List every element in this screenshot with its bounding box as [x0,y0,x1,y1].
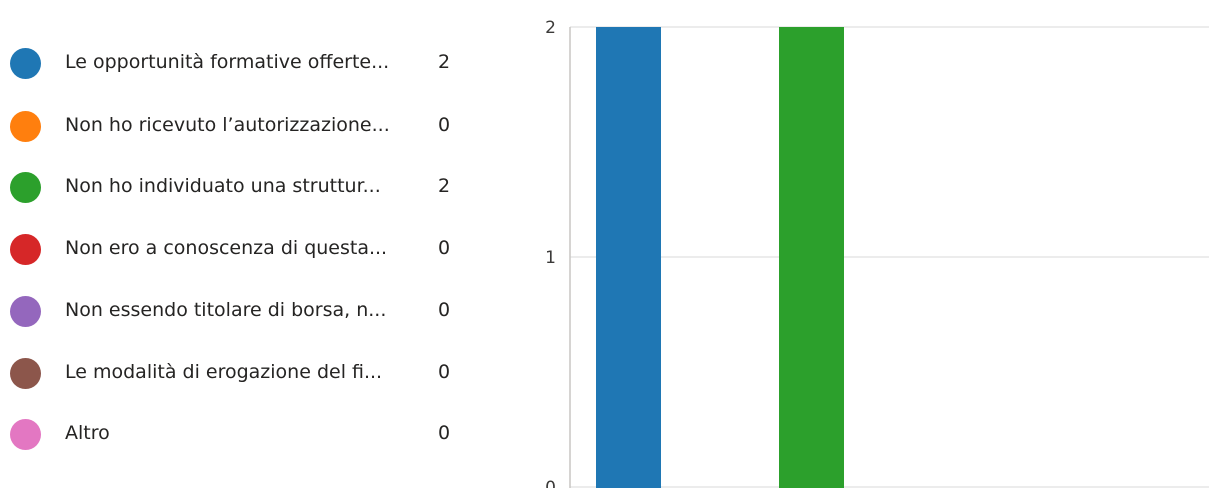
legend-item[interactable]: Le opportunità formative offerte... 2 [0,42,470,82]
legend-item-count: 2 [438,51,451,73]
legend-color-dot [10,172,41,203]
legend-color-dot [10,296,41,327]
legend-item[interactable]: Non ero a conoscenza di questa... 0 [0,228,470,268]
y-tick-label: 2 [545,18,556,38]
legend-color-dot [10,111,41,142]
legend-item-label: Non essendo titolare di borsa, n... [65,299,387,321]
chart-legend: Le opportunità formative offerte... 2 No… [0,0,480,488]
y-tick-label: 0 [545,478,556,488]
legend-item-count: 2 [438,175,451,197]
legend-item-label: Non ho ricevuto l’autorizzazione... [65,114,390,136]
legend-item-label: Le opportunità formative offerte... [65,51,390,73]
legend-color-dot [10,234,41,265]
bar[interactable] [779,27,844,488]
legend-item-count: 0 [438,114,451,136]
legend-item-label: Non ho individuato una struttur... [65,175,381,197]
legend-item[interactable]: Non ho individuato una struttur... 2 [0,166,470,206]
legend-item-count: 0 [438,361,451,383]
bar[interactable] [596,27,661,488]
legend-item[interactable]: Altro 0 [0,413,470,453]
y-tick-label: 1 [545,248,556,268]
legend-item-count: 0 [438,299,451,321]
legend-item[interactable]: Non essendo titolare di borsa, n... 0 [0,290,470,330]
legend-item-label: Le modalità di erogazione del fi... [65,361,383,383]
legend-item-label: Non ero a conoscenza di questa... [65,237,388,259]
legend-color-dot [10,358,41,389]
legend-item-count: 0 [438,237,451,259]
legend-item[interactable]: Le modalità di erogazione del fi... 0 [0,352,470,392]
legend-item[interactable]: Non ho ricevuto l’autorizzazione... 0 [0,105,470,145]
legend-item-label: Altro [65,422,110,444]
legend-color-dot [10,48,41,79]
legend-item-count: 0 [438,422,451,444]
legend-color-dot [10,419,41,450]
